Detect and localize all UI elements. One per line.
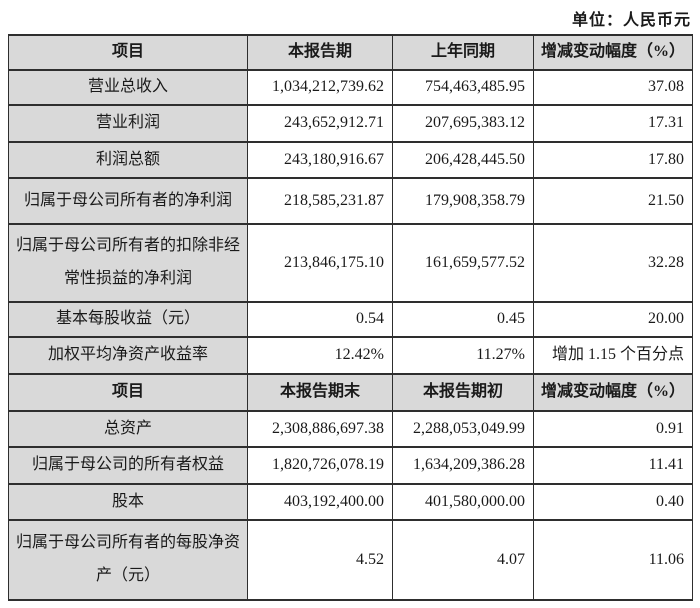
table-row: 基本每股收益（元） 0.54 0.45 20.00 — [8, 301, 693, 338]
row-label: 利润总额 — [8, 141, 248, 179]
current-value: 243,180,916.67 — [247, 141, 393, 179]
table-row: 营业利润 243,652,912.71 207,695,383.12 17.31 — [8, 104, 693, 143]
row-label: 营业总收入 — [8, 69, 248, 106]
current-value: 218,585,231.87 — [247, 177, 393, 225]
table-header-row: 项目 本报告期 上年同期 增减变动幅度（%） — [8, 34, 693, 71]
header-change-pct: 增减变动幅度（%） — [533, 373, 693, 412]
row-label: 归属于母公司的所有者权益 — [8, 446, 248, 485]
prior-value: 161,659,577.52 — [392, 223, 534, 303]
change-value: 32.28 — [533, 223, 693, 303]
current-value: 1,820,726,078.19 — [247, 446, 393, 485]
prior-value: 0.45 — [392, 301, 534, 338]
prior-value: 207,695,383.12 — [392, 104, 534, 143]
table-row: 总资产 2,308,886,697.38 2,288,053,049.99 0.91 — [8, 410, 693, 448]
prior-value: 179,908,358.79 — [392, 177, 534, 225]
row-label: 归属于母公司所有者的扣除非经常性损益的净利润 — [8, 223, 248, 303]
header-prior-period: 上年同期 — [392, 34, 534, 71]
table-row: 加权平均净资产收益率 12.42% 11.27% 增加 1.15 个百分点 — [8, 336, 693, 375]
row-label: 归属于母公司所有者的每股净资产（元） — [8, 519, 248, 601]
section-income: 项目 本报告期 上年同期 增减变动幅度（%） 营业总收入 1,034,212,73… — [8, 34, 693, 375]
prior-value: 754,463,485.95 — [392, 69, 534, 106]
table-row: 归属于母公司所有者的扣除非经常性损益的净利润 213,846,175.10 161,… — [8, 223, 693, 303]
table-row: 股本 403,192,400.00 401,580,000.00 0.40 — [8, 483, 693, 521]
financial-summary-table: 项目 本报告期 上年同期 增减变动幅度（%） 营业总收入 1,034,212,73… — [8, 34, 693, 601]
header-change-pct: 增减变动幅度（%） — [533, 34, 693, 71]
table-row: 营业总收入 1,034,212,739.62 754,463,485.95 37.08 — [8, 69, 693, 106]
change-value: 17.80 — [533, 141, 693, 179]
current-value: 243,652,912.71 — [247, 104, 393, 143]
header-item: 项目 — [8, 34, 248, 71]
current-value: 403,192,400.00 — [247, 483, 393, 521]
change-value: 37.08 — [533, 69, 693, 106]
change-value: 20.00 — [533, 301, 693, 338]
prior-value: 4.07 — [392, 519, 534, 601]
table-row: 归属于母公司所有者的净利润 218,585,231.87 179,908,358.7… — [8, 177, 693, 225]
row-label: 营业利润 — [8, 104, 248, 143]
change-value: 21.50 — [533, 177, 693, 225]
change-value: 0.91 — [533, 410, 693, 448]
change-value: 11.41 — [533, 446, 693, 485]
table-row: 归属于母公司所有者的每股净资产（元） 4.52 4.07 11.06 — [8, 519, 693, 601]
change-value: 0.40 — [533, 483, 693, 521]
prior-value: 206,428,445.50 — [392, 141, 534, 179]
row-label: 总资产 — [8, 410, 248, 448]
section-balance: 项目 本报告期末 本报告期初 增减变动幅度（%） 总资产 2,308,886,69… — [8, 373, 693, 601]
current-value: 12.42% — [247, 336, 393, 375]
change-value: 增加 1.15 个百分点 — [533, 336, 693, 375]
header-period-end: 本报告期末 — [247, 373, 393, 412]
current-value: 213,846,175.10 — [247, 223, 393, 303]
table-header-row: 项目 本报告期末 本报告期初 增减变动幅度（%） — [8, 373, 693, 412]
prior-value: 1,634,209,386.28 — [392, 446, 534, 485]
row-label: 加权平均净资产收益率 — [8, 336, 248, 375]
change-value: 11.06 — [533, 519, 693, 601]
prior-value: 11.27% — [392, 336, 534, 375]
prior-value: 2,288,053,049.99 — [392, 410, 534, 448]
current-value: 0.54 — [247, 301, 393, 338]
row-label: 股本 — [8, 483, 248, 521]
header-current-period: 本报告期 — [247, 34, 393, 71]
current-value: 4.52 — [247, 519, 393, 601]
unit-label: 单位：人民币元 — [571, 12, 691, 29]
header-period-start: 本报告期初 — [392, 373, 534, 412]
current-value: 2,308,886,697.38 — [247, 410, 393, 448]
change-value: 17.31 — [533, 104, 693, 143]
prior-value: 401,580,000.00 — [392, 483, 534, 521]
table-row: 归属于母公司的所有者权益 1,820,726,078.19 1,634,209,38… — [8, 446, 693, 485]
header-item: 项目 — [8, 373, 248, 412]
table-row: 利润总额 243,180,916.67 206,428,445.50 17.80 — [8, 141, 693, 179]
row-label: 归属于母公司所有者的净利润 — [8, 177, 248, 225]
row-label: 基本每股收益（元） — [8, 301, 248, 338]
current-value: 1,034,212,739.62 — [247, 69, 393, 106]
